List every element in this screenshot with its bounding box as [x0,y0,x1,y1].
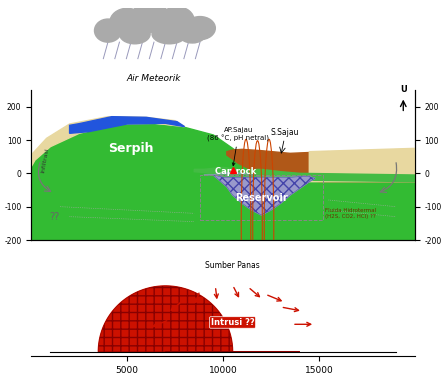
Polygon shape [204,172,319,180]
Ellipse shape [160,7,194,35]
Ellipse shape [110,8,145,36]
Ellipse shape [95,19,121,42]
Text: Fluida Hidrotermal
(H2S, CO2, HCl) ??: Fluida Hidrotermal (H2S, CO2, HCl) ?? [325,208,376,219]
Text: Air Meteorik: Air Meteorik [127,74,181,83]
Text: Sumber Panas: Sumber Panas [205,261,260,270]
Polygon shape [194,167,415,182]
Text: Reservoir: Reservoir [235,194,288,203]
Polygon shape [213,175,315,215]
Polygon shape [31,182,415,240]
Polygon shape [227,149,415,182]
Polygon shape [31,124,415,240]
Polygon shape [70,117,185,134]
Ellipse shape [152,24,186,44]
Polygon shape [98,286,300,352]
Ellipse shape [120,24,150,44]
Ellipse shape [179,25,206,43]
Polygon shape [31,117,185,166]
Ellipse shape [185,16,215,40]
Text: Infiltrasi: Infiltrasi [40,147,50,173]
Bar [200,175,323,220]
Text: Cap rock: Cap rock [215,167,256,176]
Text: ??: ?? [49,211,59,222]
Polygon shape [310,148,415,182]
Text: U: U [400,85,407,94]
Text: Serpih: Serpih [108,142,154,155]
Text: Intrusi ??: Intrusi ?? [211,318,254,327]
Text: AP.Sajau
(86 °C, pH netral): AP.Sajau (86 °C, pH netral) [207,127,269,166]
Ellipse shape [131,3,169,32]
Text: S.Sajau: S.Sajau [270,128,299,136]
